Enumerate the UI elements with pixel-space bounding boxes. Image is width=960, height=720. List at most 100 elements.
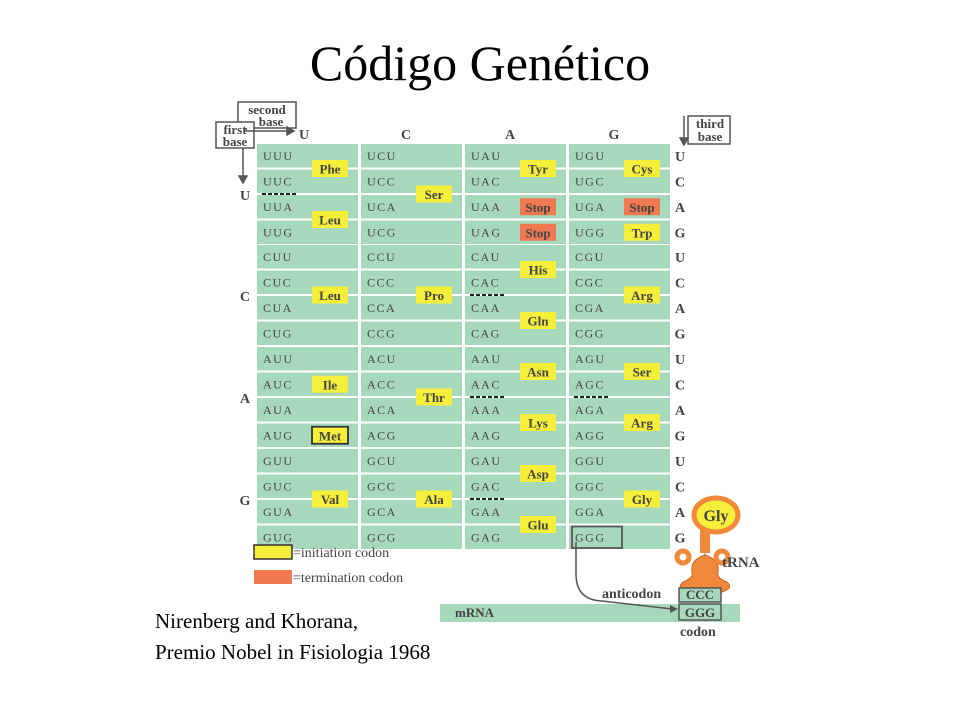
codon-label: CCC (367, 276, 396, 290)
amino-acid-box (312, 160, 348, 177)
amino-acid-box (520, 414, 556, 431)
codon-cell (361, 321, 462, 345)
legend-termination: =termination codon (293, 571, 403, 586)
codon-label: UUC (263, 175, 293, 189)
codon-label: GGG (575, 531, 606, 545)
initiation-swatch (253, 544, 293, 560)
codon-cell (257, 321, 358, 345)
codon-label: AAC (471, 378, 501, 392)
legend: =initiation codon =termination codon (253, 544, 403, 586)
third-base-letter: U (675, 353, 685, 368)
second-base-letter: A (505, 128, 516, 143)
codon-label: UAA (471, 200, 502, 214)
codon-cell (361, 144, 462, 168)
amino-acid-box (624, 414, 660, 431)
codon-label: UCC (367, 175, 396, 189)
third-base-letter: G (675, 430, 686, 445)
codon-label: UAG (471, 226, 502, 240)
amino-acid-label: Val (321, 492, 340, 507)
codon-label: GCG (367, 531, 397, 545)
amino-acid-label: Ile (323, 377, 338, 392)
codon-label: AUC (263, 378, 293, 392)
codon-label: AGG (575, 429, 606, 443)
third-base-letter: C (675, 379, 685, 394)
codon-label: ACA (367, 403, 397, 417)
page-title: Código Genético (309, 35, 651, 91)
anticodon-box (678, 587, 722, 603)
codon-block: AAU AAC AAA AAG Asn Lys (465, 347, 566, 447)
codon-block: CGU CGC CGA CGG Arg (569, 245, 670, 345)
codon-label: UAC (471, 175, 501, 189)
amino-acid-box (312, 375, 348, 393)
codon-label: GAC (471, 480, 501, 494)
amino-acid-box (624, 286, 660, 304)
amino-acid-box (520, 312, 556, 329)
amino-acid-box (312, 490, 348, 508)
amino-acid-label: Thr (423, 390, 445, 405)
first-base-letter: G (240, 494, 251, 509)
amino-acid-label: His (529, 263, 548, 278)
codon-cell (361, 525, 462, 549)
codon-cell (257, 398, 358, 422)
codon-label: ACC (367, 378, 396, 392)
codon-block: GGU GGC GGA GGG Gly (569, 449, 670, 549)
codon-label: GCU (367, 454, 397, 468)
codon-label: AUG (263, 429, 294, 443)
amino-acid-box (312, 286, 348, 304)
second-base-label: second base (237, 101, 297, 129)
amino-acid-box (520, 363, 556, 380)
amino-acid-label: Gly (632, 492, 653, 507)
caption-line-2: Premio Nobel in Fisiologia 1968 (155, 640, 431, 664)
codon-label: GUC (263, 480, 293, 494)
codon-block: AGU AGC AGA AGG Ser Arg (569, 347, 670, 447)
codon-label: CGU (575, 250, 605, 264)
anticodon-arrow (575, 542, 673, 610)
header-arrows (237, 116, 690, 185)
codon-label: CCA (367, 301, 396, 315)
codon-block: CAU CAC CAA CAG His Gln (465, 245, 566, 345)
amino-acid-box (416, 185, 452, 203)
amino-acid-label: Leu (319, 288, 341, 303)
third-base-letter: G (675, 532, 686, 547)
codon-label: CGG (575, 327, 605, 341)
amino-acid-label: Arg (631, 416, 653, 431)
svg-text:codon: codon (680, 625, 716, 640)
amino-acid-box (416, 286, 452, 304)
codon-label: CUG (263, 327, 293, 341)
legend-initiation: =initiation codon (293, 546, 389, 561)
codon-label: AUA (263, 403, 294, 417)
codon-block: CUU CUC CUA CUG Leu (257, 245, 358, 345)
amino-acid-label: Asp (527, 467, 549, 482)
codon-cell (569, 525, 670, 549)
codon-label: AAG (471, 429, 502, 443)
amino-acid-box (624, 490, 660, 508)
third-base-letter: A (675, 201, 686, 216)
codon-label: GGC (575, 480, 605, 494)
codon-block: GAU GAC GAA GAG Asp Glu (465, 449, 566, 549)
codon-cell (361, 423, 462, 447)
svg-text:CCC: CCC (686, 587, 714, 602)
third-base-letter: A (675, 404, 686, 419)
svg-text:Gly: Gly (704, 508, 729, 525)
amino-acid-box (624, 198, 660, 216)
codon-label: CCU (367, 250, 396, 264)
amino-acid-label: Glu (528, 518, 549, 533)
svg-text:tRNA: tRNA (722, 555, 760, 571)
codon-label: AUU (263, 352, 294, 366)
codon-label: CGC (575, 276, 604, 290)
codon-label: UUG (263, 226, 294, 240)
codon-label: CUA (263, 301, 293, 315)
second-base-letter: U (299, 128, 309, 143)
second-base-letter: C (401, 128, 411, 143)
highlighted-codon (571, 525, 623, 549)
codon-label: AGA (575, 403, 606, 417)
second-base-letter: G (609, 128, 620, 143)
amino-acid-box (520, 198, 556, 216)
codon-cell (257, 245, 358, 269)
codon-label: AAU (471, 352, 502, 366)
amino-acid-label: Leu (319, 213, 341, 228)
amino-acid-label: Pro (424, 288, 444, 303)
svg-text:GGG: GGG (685, 605, 715, 620)
third-base-letter: C (675, 176, 685, 191)
amino-acid-box (520, 261, 556, 278)
